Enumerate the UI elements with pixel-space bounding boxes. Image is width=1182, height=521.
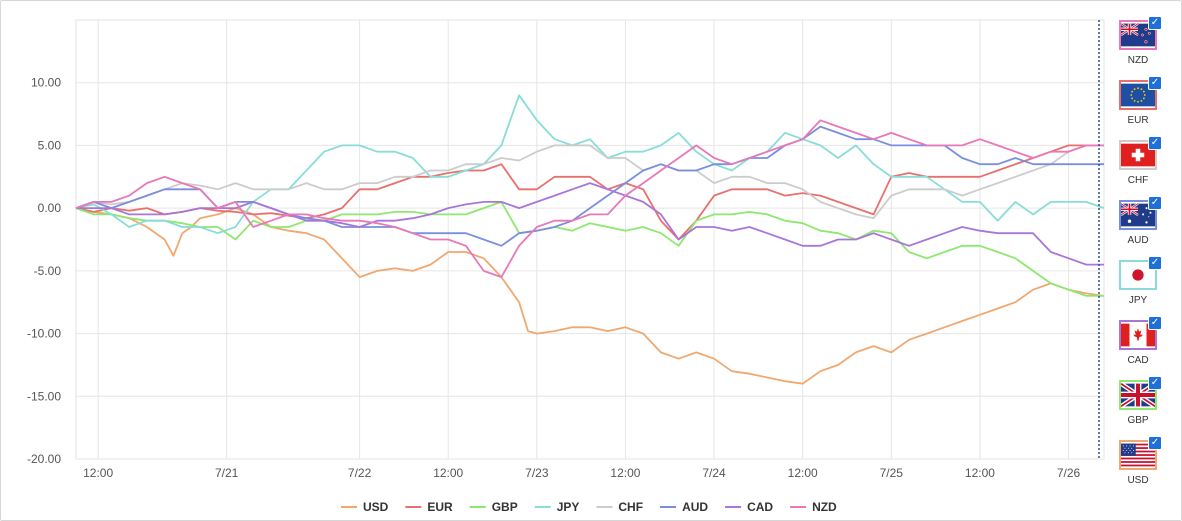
legend[interactable]: USD EUR GBP JPY CHF AUD CAD NZD <box>341 500 837 514</box>
grid <box>75 19 1105 460</box>
currency-label: CHF <box>1127 175 1149 186</box>
checkbox-checked-icon[interactable]: ✓ <box>1148 256 1162 270</box>
y-tick-label: 5.00 <box>38 138 62 152</box>
checkbox-checked-icon[interactable]: ✓ <box>1148 316 1162 330</box>
series-line-chf <box>75 144 1104 220</box>
x-tick-label: 12:00 <box>610 466 640 480</box>
legend-label: GBP <box>492 500 518 514</box>
currency-label: CAD <box>1127 355 1149 366</box>
x-tick-label: 12:00 <box>83 466 113 480</box>
currency-toggle-eur[interactable]: ✓ EUR <box>1112 74 1168 132</box>
series-line-cad <box>76 182 1104 266</box>
checkbox-checked-icon[interactable]: ✓ <box>1148 136 1162 150</box>
legend-label: USD <box>363 500 389 514</box>
legend-label: EUR <box>427 500 453 514</box>
currency-toggle-jpy[interactable]: ✓ JPY <box>1112 254 1168 312</box>
ch-flag-icon <box>1119 140 1157 170</box>
series-line-nzd <box>75 119 1104 279</box>
checkbox-checked-icon[interactable]: ✓ <box>1148 16 1162 30</box>
currency-toggle-aud[interactable]: ✓ AUD <box>1112 194 1168 252</box>
checkbox-checked-icon[interactable]: ✓ <box>1148 196 1162 210</box>
legend-item-jpy[interactable]: JPY <box>534 500 580 514</box>
y-tick-label: 10.00 <box>31 76 61 90</box>
currency-strength-chart: 10.00 5.00 0.00 -5.00 -10.00 -15.00 -20.00 12:… <box>27 19 1105 514</box>
y-axis: 10.00 5.00 0.00 -5.00 -10.00 -15.00 -20.00 <box>27 76 61 466</box>
checkbox-checked-icon[interactable]: ✓ <box>1148 436 1162 450</box>
legend-label: CHF <box>618 500 643 514</box>
series-line-gbp <box>75 200 1104 297</box>
legend-item-chf[interactable]: CHF <box>596 500 643 514</box>
checkbox-checked-icon[interactable]: ✓ <box>1148 76 1162 90</box>
legend-item-gbp[interactable]: GBP <box>469 500 518 514</box>
series-line-usd <box>75 207 1105 385</box>
nz-flag-icon <box>1119 20 1157 50</box>
currency-toggle-chf[interactable]: ✓ CHF <box>1112 134 1168 192</box>
x-axis: 12:00 7/21 7/22 12:00 7/23 12:00 7/24 12:00 7/25… <box>83 466 1080 480</box>
x-tick-label: 12:00 <box>965 466 995 480</box>
legend-item-eur[interactable]: EUR <box>405 500 453 514</box>
legend-item-aud[interactable]: AUD <box>660 500 708 514</box>
legend-label: CAD <box>747 500 773 514</box>
series-line-jpy <box>75 94 1105 235</box>
x-tick-label: 12:00 <box>433 466 463 480</box>
legend-label: AUD <box>682 500 708 514</box>
legend-item-cad[interactable]: CAD <box>725 500 773 514</box>
currency-label: AUD <box>1127 235 1149 246</box>
x-tick-label: 7/25 <box>880 466 904 480</box>
x-tick-label: 7/23 <box>525 466 549 480</box>
checkbox-checked-icon[interactable]: ✓ <box>1148 376 1162 390</box>
currency-toggle-usd[interactable]: ✓ USD <box>1112 434 1168 492</box>
legend-label: JPY <box>557 500 580 514</box>
legend-label: NZD <box>812 500 837 514</box>
x-tick-label: 7/22 <box>348 466 372 480</box>
x-tick-label: 12:00 <box>788 466 818 480</box>
us-flag-icon <box>1119 440 1157 470</box>
currency-label: USD <box>1127 475 1149 486</box>
y-tick-label: 0.00 <box>38 201 62 215</box>
currency-toggle-gbp[interactable]: ✓ GBP <box>1112 374 1168 432</box>
series-line-eur <box>75 144 1104 241</box>
x-tick-label: 7/26 <box>1057 466 1081 480</box>
x-tick-label: 7/21 <box>215 466 239 480</box>
currency-label: NZD <box>1127 55 1149 66</box>
y-tick-label: -5.00 <box>34 264 62 278</box>
series-lines <box>75 94 1105 385</box>
y-tick-label: -10.00 <box>27 327 61 341</box>
legend-item-nzd[interactable]: NZD <box>790 500 837 514</box>
y-tick-label: -20.00 <box>27 452 61 466</box>
currency-label: JPY <box>1128 295 1148 306</box>
currency-label: EUR <box>1127 115 1149 126</box>
currency-toggle-nzd[interactable]: ✓ NZD <box>1112 14 1168 72</box>
legend-item-usd[interactable]: USD <box>341 500 389 514</box>
y-tick-label: -15.00 <box>27 389 61 403</box>
x-tick-label: 7/24 <box>702 466 726 480</box>
currency-toggle-cad[interactable]: ✓ CAD <box>1112 314 1168 372</box>
plot-border <box>75 19 1105 460</box>
currency-label: GBP <box>1127 415 1149 426</box>
